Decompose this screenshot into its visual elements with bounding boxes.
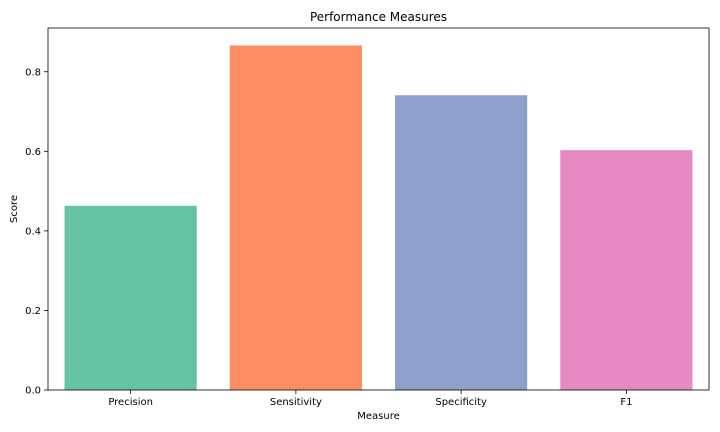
plot-frame xyxy=(47,27,710,391)
y-tick-label: 0.4 xyxy=(25,226,41,237)
y-tick-label: 0.2 xyxy=(25,306,41,317)
bars-group xyxy=(64,45,693,390)
x-axis-label: Measure xyxy=(357,411,400,422)
bar-precision xyxy=(64,205,197,390)
y-axis-label: Score xyxy=(9,195,20,223)
x-tick-label: Sensitivity xyxy=(270,397,322,408)
x-tick-label: Precision xyxy=(108,397,153,408)
bar-specificity xyxy=(395,95,528,390)
y-tick-label: 0.0 xyxy=(25,386,41,397)
chart-title: Performance Measures xyxy=(310,10,447,24)
x-axis-ticks: Precision Sensitivity Specificity F1 xyxy=(108,390,632,408)
bar-f1 xyxy=(560,150,693,390)
y-tick-label: 0.8 xyxy=(25,67,41,78)
x-tick-label: F1 xyxy=(620,397,632,408)
bar-sensitivity xyxy=(229,45,362,390)
y-axis-ticks: 0.0 0.2 0.4 0.6 0.8 xyxy=(25,67,48,397)
x-tick-label: Specificity xyxy=(435,397,487,408)
y-tick-label: 0.6 xyxy=(25,147,41,158)
